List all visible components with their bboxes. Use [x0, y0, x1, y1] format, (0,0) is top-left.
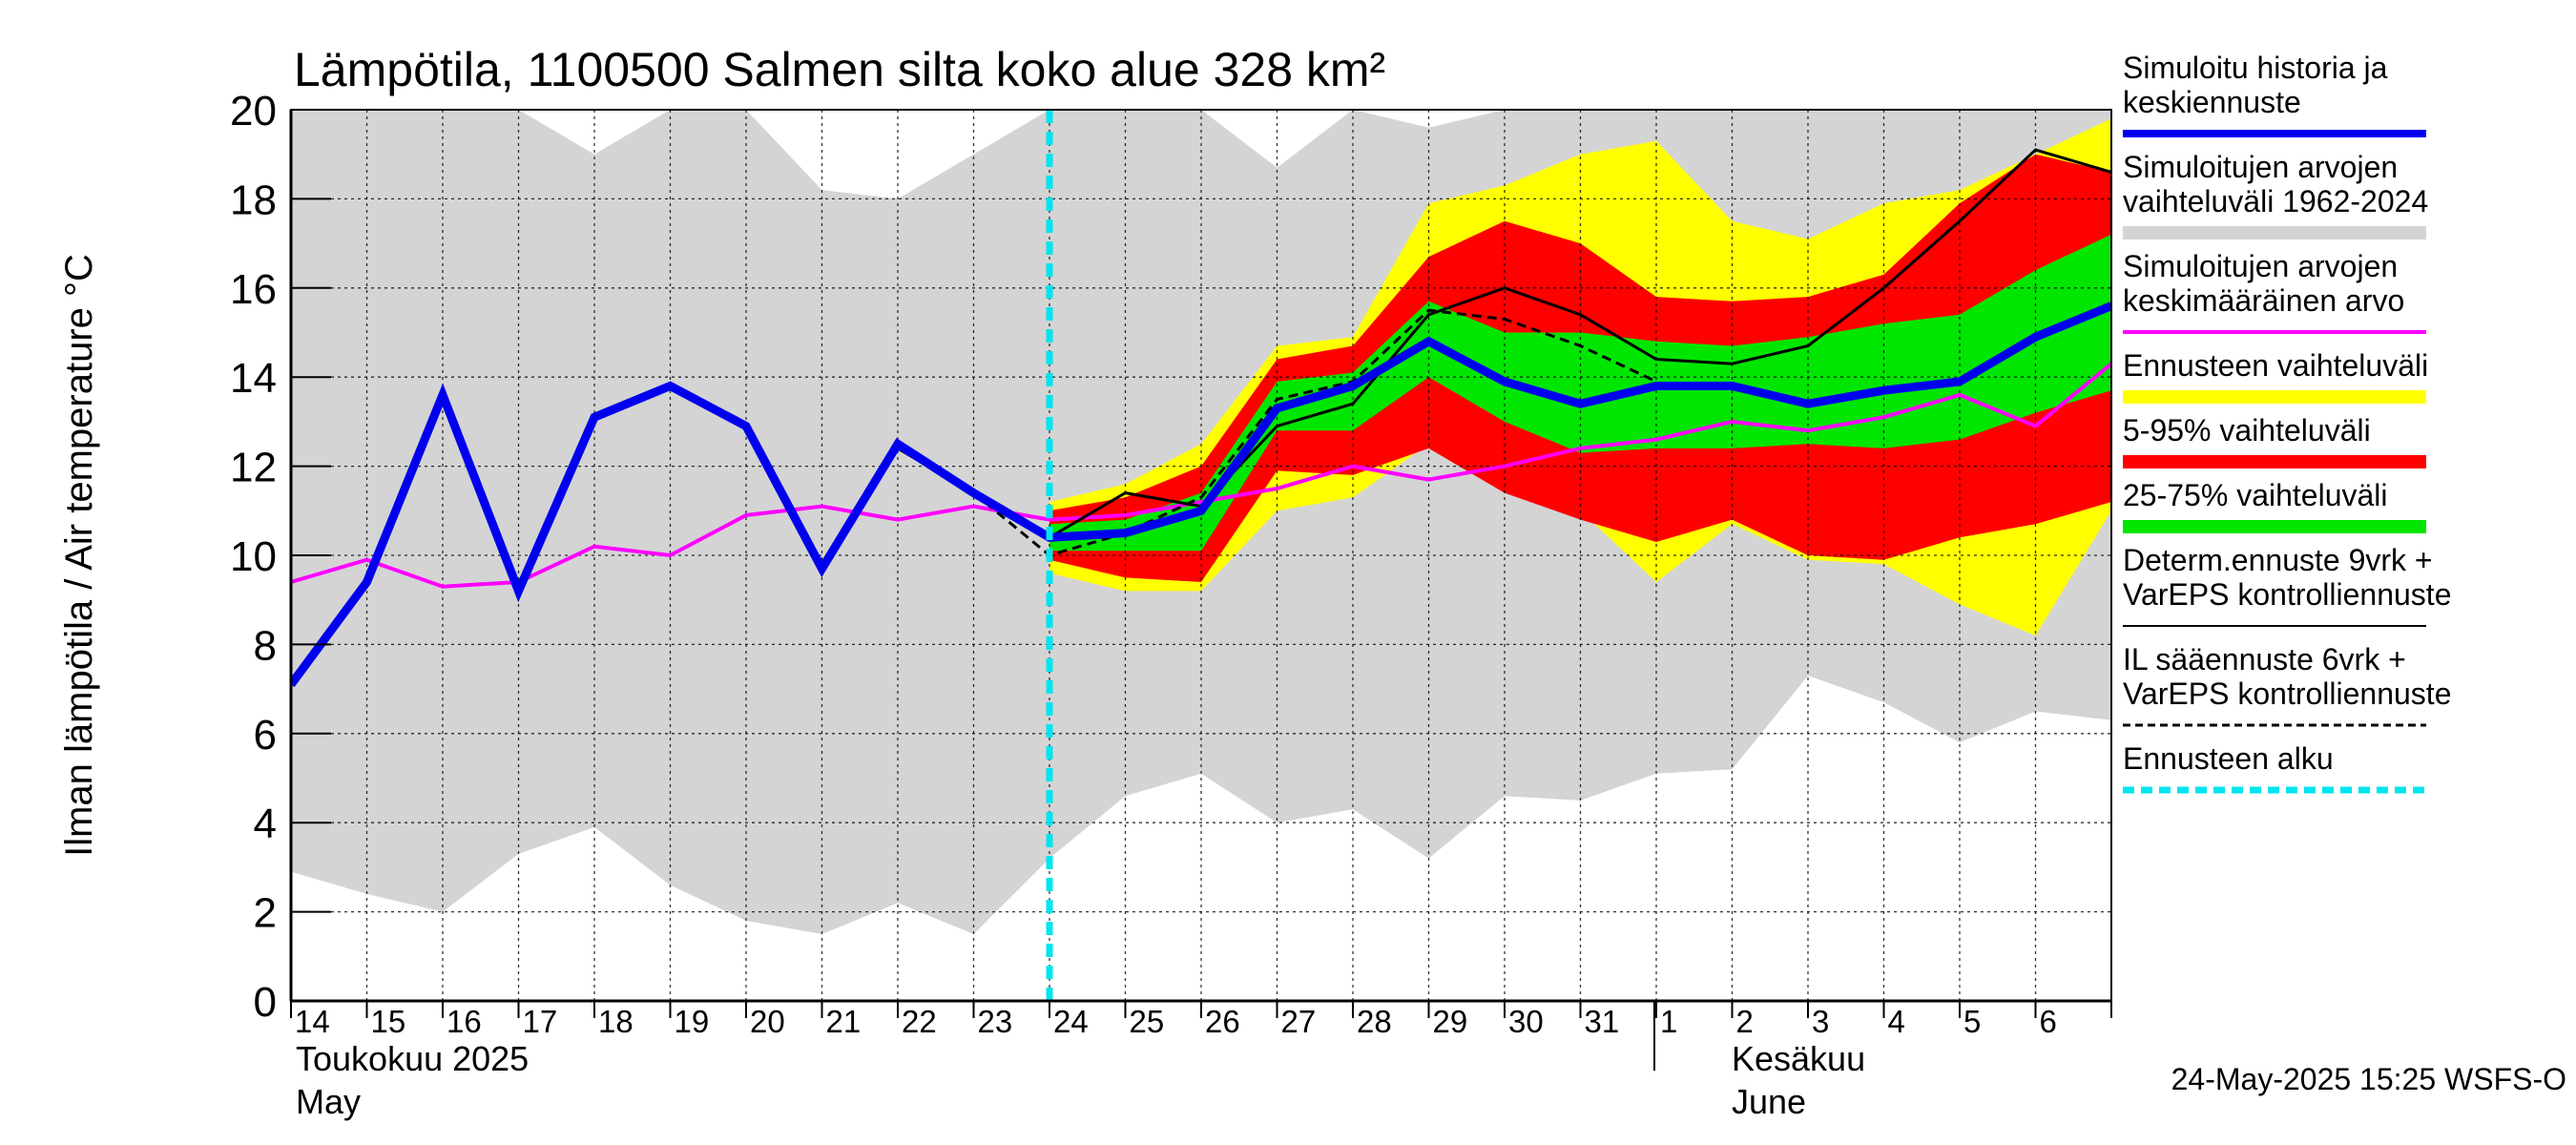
month-label-may-en: May [296, 1082, 361, 1121]
x-tick-label: 5 [1963, 1004, 1981, 1039]
x-tick-label: 14 [295, 1004, 330, 1039]
legend-entry-label: vaihteluväli 1962-2024 [2123, 184, 2428, 219]
x-tick-label: 30 [1508, 1004, 1544, 1039]
x-tick-label: 29 [1433, 1004, 1468, 1039]
y-tick-label: 16 [230, 266, 277, 313]
x-tick-label: 17 [523, 1004, 558, 1039]
y-tick-label: 20 [230, 88, 277, 135]
x-tick-label: 1 [1660, 1004, 1677, 1039]
x-tick-label: 4 [1888, 1004, 1905, 1039]
x-tick-label: 22 [902, 1004, 937, 1039]
x-tick-label: 24 [1053, 1004, 1089, 1039]
y-tick-label: 0 [254, 979, 277, 1026]
plot-area [291, 110, 2111, 1001]
legend-entry-label: VarEPS kontrolliennuste [2123, 677, 2451, 711]
legend-entry-label: Ennusteen alku [2123, 741, 2334, 776]
x-tick-label: 21 [826, 1004, 862, 1039]
y-tick-label: 4 [254, 801, 277, 847]
y-tick-label: 12 [230, 445, 277, 491]
x-tick-label: 18 [598, 1004, 634, 1039]
y-tick-label: 18 [230, 177, 277, 223]
legend-entry-label: Simuloitujen arvojen [2123, 249, 2398, 283]
x-tick-label: 28 [1357, 1004, 1392, 1039]
il-forecast-series-line [972, 308, 1657, 557]
x-tick-label: 19 [675, 1004, 710, 1039]
y-tick-labels: 0 2 4 6 8 10 12 14 16 18 20 [230, 88, 331, 1026]
x-tick-label: 25 [1130, 1004, 1165, 1039]
grid-lines [291, 110, 2111, 1001]
simulated-series-line [291, 302, 2111, 688]
legend-entry-label: VarEPS kontrolliennuste [2123, 577, 2451, 612]
x-tick-label: 31 [1585, 1004, 1620, 1039]
x-tick-label: 6 [2040, 1004, 2057, 1039]
y-tick-label: 10 [230, 533, 277, 580]
mean-series-line [291, 362, 2111, 589]
y-tick-label: 14 [230, 355, 277, 402]
y-tick-label: 8 [254, 622, 277, 669]
month-label-june-fi: Kesäkuu [1732, 1039, 1865, 1078]
legend-entry-label: keskiennuste [2123, 85, 2301, 119]
legend-entry-label: Determ.ennuste 9vrk + [2123, 543, 2433, 577]
legend-entry-label: 25-75% vaihteluväli [2123, 478, 2388, 512]
legend-entry-label: keskimääräinen arvo [2123, 283, 2404, 318]
x-tick-label: 23 [978, 1004, 1013, 1039]
legend-entry-label: Ennusteen vaihteluväli [2123, 348, 2428, 383]
x-tick-label: 15 [371, 1004, 406, 1039]
x-tick-label: 26 [1205, 1004, 1240, 1039]
month-label-may-fi: Toukokuu 2025 [296, 1039, 529, 1078]
timestamp: 24-May-2025 15:25 WSFS-O [2171, 1062, 2566, 1096]
legend-entry-label: IL sääennuste 6vrk + [2123, 642, 2406, 677]
chart-title: Lämpötila, 1100500 Salmen silta koko alu… [294, 43, 1385, 96]
month-label-june-en: June [1732, 1082, 1806, 1121]
y-axis-label: Ilman lämpötila / Air temperature °C [58, 254, 100, 857]
determ-forecast-series-line [897, 148, 2111, 540]
x-tick-label: 27 [1281, 1004, 1317, 1039]
legend-entry-label: Simuloitu historia ja [2123, 51, 2388, 85]
x-tick-label: 2 [1736, 1004, 1754, 1039]
series-lines [291, 148, 2111, 688]
x-tick-label: 16 [447, 1004, 482, 1039]
y-tick-label: 6 [254, 712, 277, 759]
legend-entry-label: 5-95% vaihteluväli [2123, 413, 2371, 448]
x-tick-label: 20 [750, 1004, 785, 1039]
x-tick-labels: 14 15 16 17 18 19 20 21 22 23 24 25 26 27 28 29 30 31 1 2 3 4… [290, 1001, 2112, 1039]
x-tick-label: 3 [1812, 1004, 1829, 1039]
y-tick-label: 2 [254, 890, 277, 937]
legend-entry-label: Simuloitujen arvojen [2123, 150, 2398, 184]
